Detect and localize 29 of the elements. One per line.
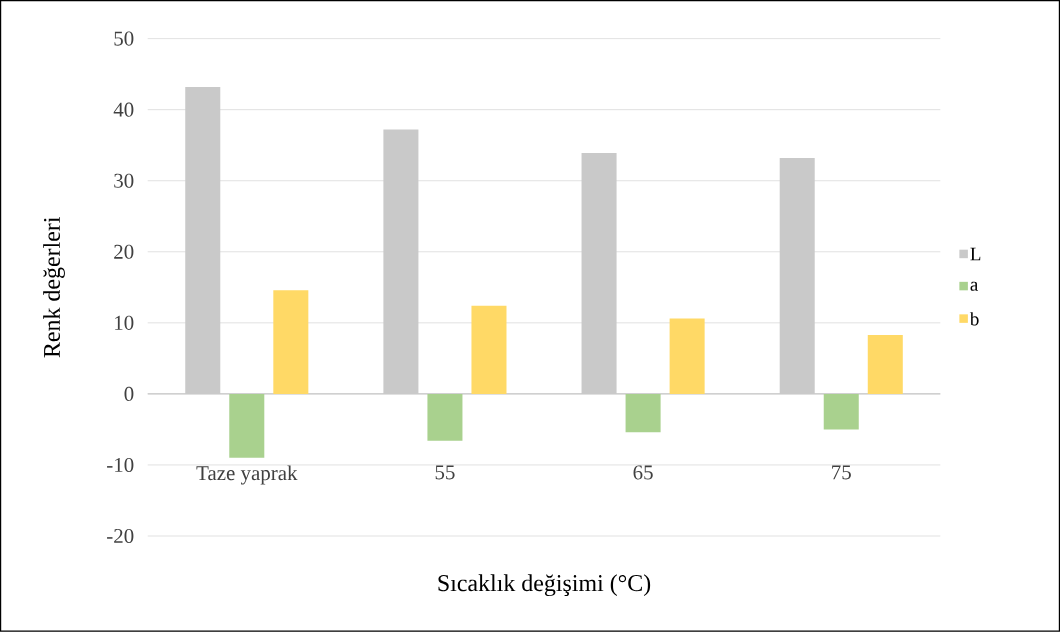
bar (229, 394, 265, 458)
bar (427, 394, 463, 441)
bar (669, 318, 705, 395)
y-tick-label: 0 (124, 386, 134, 402)
legend-label: L (970, 248, 981, 261)
bar (779, 158, 815, 395)
y-tick-label: -20 (107, 529, 134, 544)
bar (383, 129, 419, 395)
y-tick-label: 20 (114, 244, 134, 259)
bar (581, 153, 617, 395)
x-axis-title: Sıcaklık değişimi (°C) (438, 574, 651, 597)
y-tick-label: 40 (113, 102, 134, 117)
x-tick-label: 55 (435, 465, 455, 480)
x-tick-label: Taze yaprak (196, 465, 298, 485)
bar (273, 290, 309, 395)
bar (625, 394, 661, 433)
x-tick-label: 65 (633, 465, 653, 480)
bar (471, 305, 507, 395)
y-tick-label: 50 (114, 31, 134, 46)
bar (867, 335, 903, 395)
y-tick-label: 10 (115, 315, 134, 331)
y-tick-label: -10 (107, 458, 134, 473)
bar (185, 87, 221, 395)
x-tick-label: 75 (832, 465, 851, 480)
legend-label: a (970, 281, 979, 291)
y-tick-label: 30 (114, 173, 134, 188)
legend-label: b (969, 312, 979, 326)
bar (823, 394, 859, 430)
y-axis-title: Renk değerleri (43, 217, 65, 358)
